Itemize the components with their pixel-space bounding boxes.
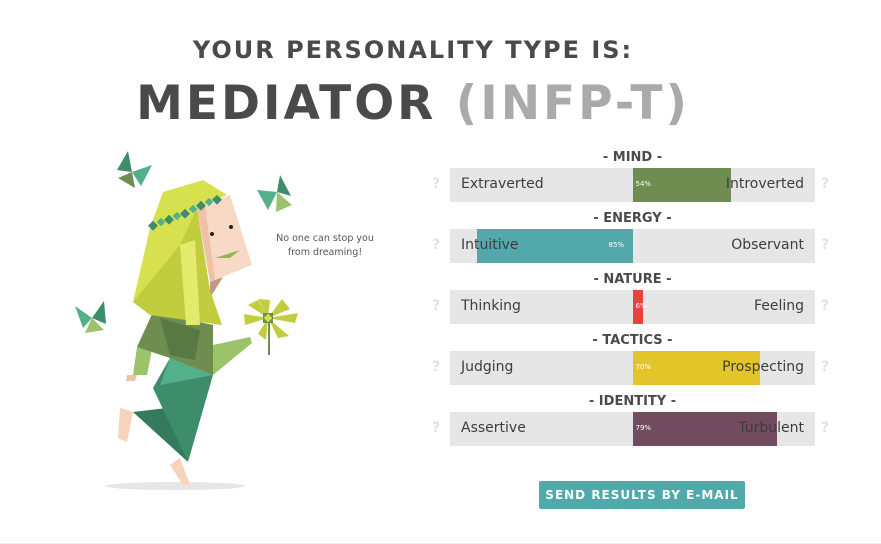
trait-left-label: Judging	[461, 359, 514, 375]
trait-title-energy: - ENERGY -	[593, 211, 672, 226]
send-email-button[interactable]: SEND RESULTS BY E-MAIL	[539, 481, 745, 509]
trait-left-label: Assertive	[461, 420, 526, 436]
trait-left-label: Intuitive	[461, 237, 519, 253]
trait-right-label: Turbulent	[738, 420, 804, 436]
trait-title-nature: - NATURE -	[593, 272, 672, 287]
help-icon[interactable]: ?	[821, 237, 830, 253]
help-icon[interactable]: ?	[432, 359, 441, 375]
flower-icon	[244, 299, 298, 355]
trait-fill-energy	[477, 229, 633, 263]
help-icon[interactable]: ?	[432, 237, 441, 253]
trait-bar-nature: 6% Thinking Feeling	[450, 290, 815, 324]
trait-title-tactics: - TACTICS -	[592, 333, 673, 348]
trait-fill-tactics	[632, 351, 761, 385]
trait-percent: 70%	[635, 363, 652, 371]
trait-fill-mind	[632, 168, 732, 202]
trait-right-label: Prospecting	[722, 359, 804, 375]
trait-fill-identity	[632, 412, 777, 446]
help-icon[interactable]: ?	[821, 359, 830, 375]
trait-percent: 54%	[635, 180, 652, 188]
type-name: MEDIATOR	[136, 76, 437, 131]
butterfly-icon	[75, 301, 106, 333]
trait-right-label: Introverted	[725, 176, 804, 192]
trait-percent: 6%	[635, 302, 647, 310]
trait-right-label: Feeling	[753, 298, 804, 314]
trait-fill-nature	[632, 290, 644, 324]
trait-bar-identity: 79% Assertive Turbulent	[450, 412, 815, 446]
butterfly-icon	[257, 175, 292, 212]
quote-text: No one can stop you from dreaming!	[276, 233, 374, 258]
help-icon[interactable]: ?	[432, 298, 441, 314]
help-icon[interactable]: ?	[432, 420, 441, 436]
trait-left-label: Extraverted	[461, 176, 544, 192]
result-subtitle: YOUR PERSONALITY TYPE IS:	[192, 36, 634, 64]
trait-right-label: Observant	[731, 237, 804, 253]
help-icon[interactable]: ?	[821, 298, 830, 314]
trait-title-mind: - MIND -	[602, 150, 663, 165]
trait-bar-mind: 54% Extraverted Introverted	[450, 168, 815, 202]
help-icon[interactable]: ?	[821, 420, 830, 436]
trait-percent: 85%	[608, 241, 625, 249]
trait-bar-tactics: 70% Judging Prospecting	[450, 351, 815, 385]
help-icon[interactable]: ?	[432, 176, 441, 192]
help-icon[interactable]: ?	[821, 176, 830, 192]
personality-title: MEDIATOR (INFP-T)	[0, 76, 826, 131]
trait-bar-energy: 85% Intuitive Observant	[450, 229, 815, 263]
type-code: (INFP-T)	[455, 76, 690, 131]
butterfly-icon	[117, 151, 152, 188]
trait-title-identity: - IDENTITY -	[588, 394, 677, 409]
trait-percent: 79%	[635, 424, 652, 432]
trait-left-label: Thinking	[461, 298, 521, 314]
